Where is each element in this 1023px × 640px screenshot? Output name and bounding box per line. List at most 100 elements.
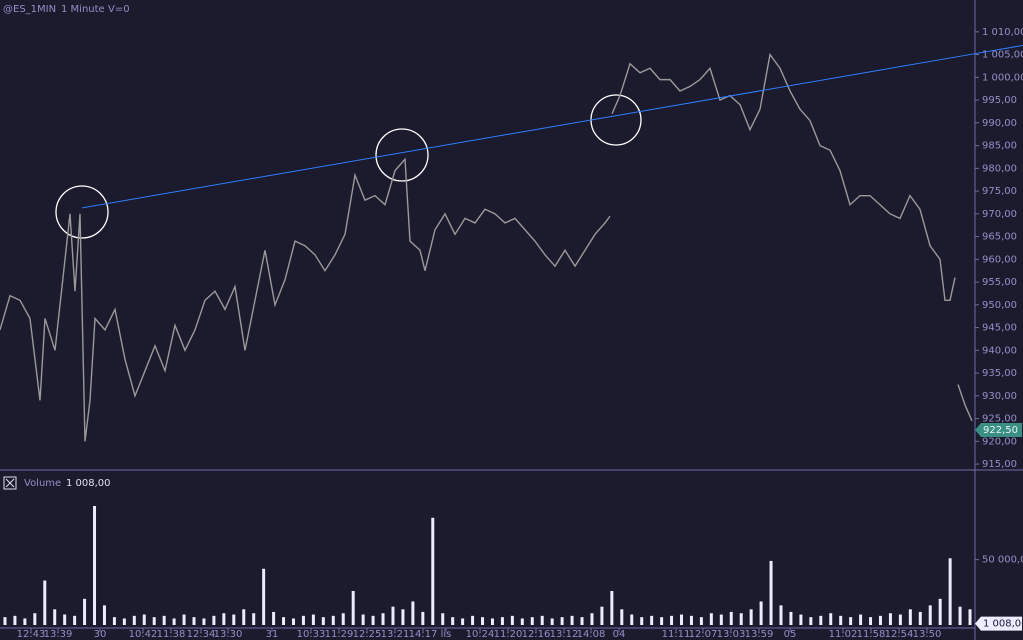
y-tick-label: 970,00 [982,209,1017,220]
last-value-tag [975,422,1022,437]
volume-bar [331,615,335,625]
volume-bar [471,615,475,625]
volume-bar [520,618,524,625]
volume-bar [729,611,733,625]
x-tick-label: 12:16 [522,629,551,640]
y-tick-label: 985,00 [982,141,1017,152]
y-tick-label: 925,00 [982,414,1017,425]
volume-bar [272,611,276,625]
x-tick-label: 10:42 [129,629,158,640]
volume-bar [510,615,514,625]
x-tick-label: 31 [266,629,279,640]
volume-bar [769,560,773,625]
volume-bar [112,617,116,625]
volume-bar [431,517,435,625]
volume-bar [849,617,853,625]
volume-bar [938,598,942,625]
y-tick-label: 50 000,00 [982,555,1023,566]
volume-bar [749,609,753,625]
volume-bar [341,613,345,625]
close-button[interactable] [3,476,17,490]
volume-bar [192,617,196,625]
volume-bar [670,615,674,625]
volume-bar [132,615,136,625]
volume-bar [93,506,97,625]
volume-bar [162,615,166,625]
x-tick-label: 13:03 [717,629,746,640]
volume-bar [550,618,554,625]
y-tick-label: 920,00 [982,436,1017,447]
x-tick-label: 14:17 [409,629,438,640]
volume-bar [869,617,873,625]
volume-bar [680,614,684,625]
x-tick-label: 12:54 [885,629,914,640]
volume-bar [461,618,465,625]
x-tick-label: 13:39 [44,629,73,640]
volume-bar [908,609,912,625]
volume-bar [152,617,156,625]
volume-bar [301,615,305,625]
interval: 1 Minute [61,4,105,15]
volume-bar [202,618,206,625]
volume-bar [73,615,77,625]
volume-bar [282,617,286,625]
volume-bar [779,605,783,625]
volume-bar [719,614,723,625]
volume-bar [600,606,604,625]
volume-bar [829,613,833,625]
x-tick-label: 11:20 [494,629,523,640]
volume-legend-value: 1 008,00 [66,478,111,489]
volume-bar [262,568,266,625]
volume-bar [311,614,315,625]
volume-bar [530,617,534,625]
y-tick-label: 975,00 [982,186,1017,197]
y-tick-label: 930,00 [982,391,1017,402]
volume-bar [819,615,823,625]
volume-bar [540,615,544,625]
volume-bar [859,614,863,625]
volume-bar [43,580,47,625]
x-tick-label: 12:07 [689,629,718,640]
volume-bar [172,618,176,625]
volume-bar [421,611,425,625]
y-tick-label: 950,00 [982,300,1017,311]
x-tick-label: 11:11 [662,629,691,640]
y-tick-label: 945,00 [982,323,1017,334]
volume-bar [122,618,126,625]
volume-bar [968,609,972,625]
volume-bar [242,609,246,625]
y-tick-label: 935,00 [982,368,1017,379]
volume-bar [759,601,763,625]
y-tick-label: 1 005,00 [982,50,1023,61]
volume-bar [481,617,485,625]
y-tick-label: 995,00 [982,95,1017,106]
volume-bar [610,591,614,625]
trend-line [81,44,1023,209]
x-tick-label: 11:38 [157,629,186,640]
volume-bar [142,614,146,625]
volume-bar [53,609,57,625]
volume-bar [689,615,693,625]
volume-bar [590,613,594,625]
last-value-tag [975,616,1022,631]
volume-bar [650,615,654,625]
volume-bar [878,615,882,625]
x-tick-label: 30 [94,629,107,640]
y-tick-label: 940,00 [982,345,1017,356]
price-line [0,157,611,442]
volume-bar [401,609,405,625]
x-tick-label: 12:34 [187,629,216,640]
x-tick-label: 13:21 [381,629,410,640]
volume-bar [371,615,375,625]
volume-bar [252,613,256,625]
x-tick-label: 13:12 [550,629,579,640]
x-tick-label: 10:33 [297,629,326,640]
volume-bar [570,615,574,625]
volume-bar [699,617,703,625]
y-tick-label: 980,00 [982,163,1017,174]
x-tick-label: 13:50 [913,629,942,640]
x-tick-label: 12:25 [353,629,382,640]
volume-bar [928,605,932,625]
